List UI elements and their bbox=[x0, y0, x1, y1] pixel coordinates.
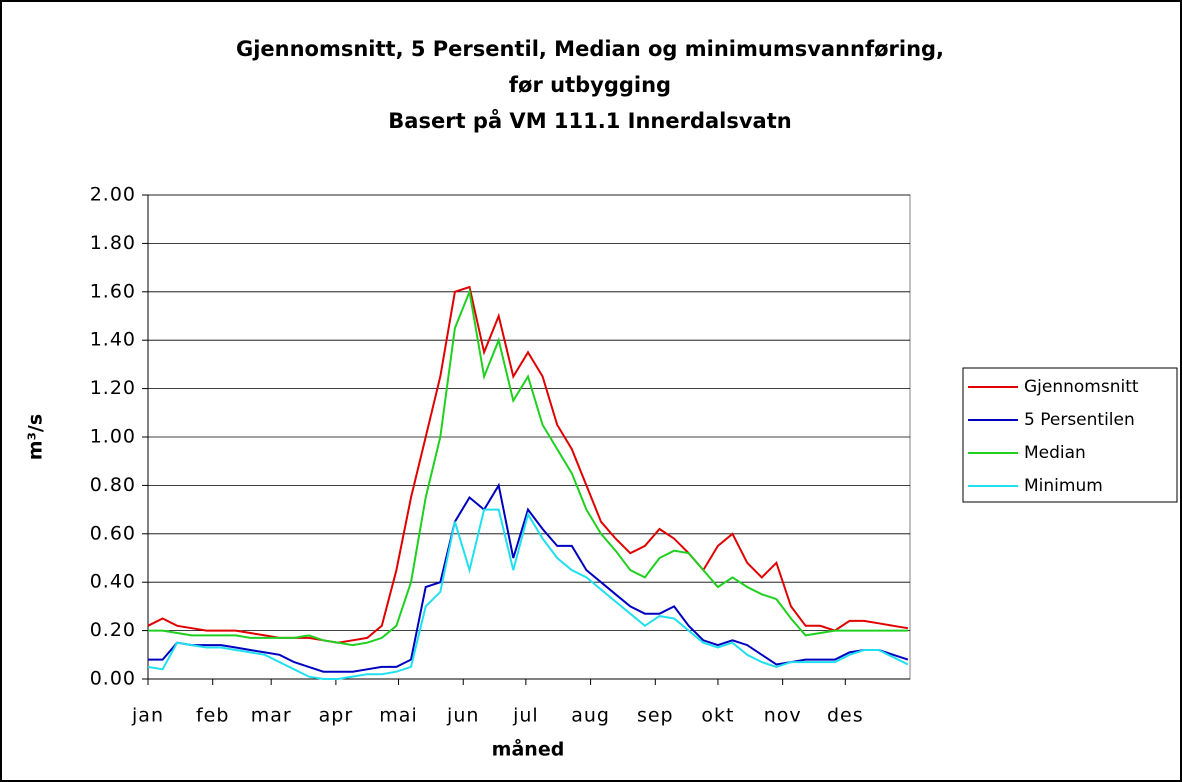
series-line bbox=[148, 288, 908, 647]
x-tick-label: okt bbox=[701, 705, 734, 727]
legend bbox=[962, 367, 1178, 503]
y-tick-label: 0.00 bbox=[90, 668, 136, 690]
x-tick-label: feb bbox=[196, 705, 229, 727]
y-tick-label: 1.60 bbox=[90, 280, 136, 302]
x-tick-label: jul bbox=[512, 705, 539, 727]
y-tick-label: 1.80 bbox=[90, 232, 136, 254]
x-tick-label: jan bbox=[131, 705, 164, 727]
legend-label: Minimum bbox=[1024, 476, 1103, 496]
y-tick-label: 1.00 bbox=[90, 426, 136, 448]
chart-title: Gjennomsnitt, 5 Persentil, Median og min… bbox=[236, 37, 944, 61]
x-tick-label: aug bbox=[571, 705, 610, 727]
legend-label: Gjennomsnitt bbox=[1024, 377, 1139, 397]
series-line bbox=[147, 508, 909, 680]
y-tick-label: 0.40 bbox=[90, 571, 136, 593]
x-tick-label: jun bbox=[446, 705, 479, 727]
chart-title: Basert på VM 111.1 Innerdalsvatn bbox=[388, 108, 791, 133]
legend-label: 5 Persentilen bbox=[1024, 410, 1135, 430]
y-tick-label: 2.00 bbox=[90, 184, 136, 206]
y-tick-label: 0.20 bbox=[90, 619, 136, 641]
x-tick-label: sep bbox=[637, 705, 674, 727]
y-tick-label: 0.60 bbox=[90, 522, 136, 544]
y-tick-label: 0.80 bbox=[90, 474, 136, 496]
legend-label: Median bbox=[1024, 443, 1086, 463]
x-axis-label: måned bbox=[492, 737, 565, 761]
y-tick-label: 1.40 bbox=[90, 329, 136, 351]
y-tick-label: 1.20 bbox=[90, 377, 136, 399]
x-tick-label: apr bbox=[319, 705, 354, 727]
x-tick-label: des bbox=[827, 705, 864, 727]
x-tick-label: mar bbox=[251, 705, 292, 727]
y-axis-label: m³/s bbox=[25, 414, 47, 460]
series-line bbox=[148, 482, 909, 673]
chart-title: før utbygging bbox=[509, 73, 671, 97]
x-tick-label: mai bbox=[379, 705, 417, 727]
x-tick-label: nov bbox=[764, 705, 802, 727]
